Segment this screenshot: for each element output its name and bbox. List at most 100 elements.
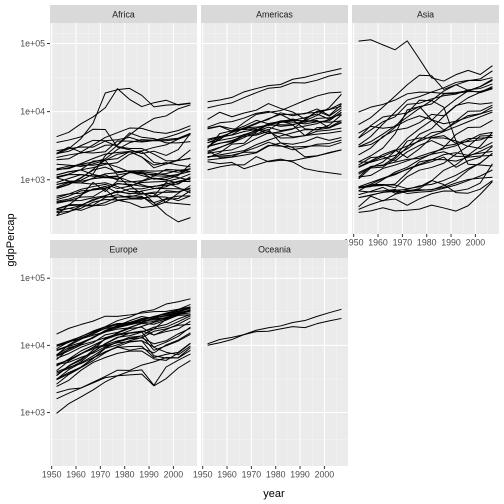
x-tick-label: 1960 xyxy=(66,470,86,480)
series-line xyxy=(56,166,191,189)
series-lines xyxy=(207,68,342,175)
x-axis-title: year xyxy=(263,488,285,500)
series-line xyxy=(358,144,493,174)
y-tick-label: 1e+04 xyxy=(20,340,45,350)
x-tick-label: 2000 xyxy=(466,238,486,248)
series-line xyxy=(207,121,342,158)
series-line xyxy=(358,136,493,166)
facet-strip xyxy=(201,240,348,258)
x-tick-label: 1980 xyxy=(115,470,135,480)
x-tick-label: 1980 xyxy=(266,470,286,480)
series-line xyxy=(56,309,191,359)
series-line xyxy=(358,104,493,163)
facet-strip-label: Africa xyxy=(112,10,135,20)
series-line xyxy=(358,141,493,189)
series-line xyxy=(56,88,191,138)
series-line xyxy=(56,174,191,191)
x-tick-label: 1950 xyxy=(193,470,213,480)
series-line xyxy=(207,141,342,158)
x-tick-label: 1980 xyxy=(417,238,437,248)
facet-strip xyxy=(50,240,197,258)
series-line xyxy=(56,298,191,346)
series-line xyxy=(56,314,191,374)
series-line xyxy=(358,163,493,210)
series-line xyxy=(358,111,493,168)
x-tick-label: 2000 xyxy=(315,470,335,480)
series-line xyxy=(56,170,191,183)
series-line xyxy=(56,314,191,367)
gridlines xyxy=(201,258,348,466)
series-lines xyxy=(358,39,493,213)
facet-europe: Europe 1e+03 1e+04 1e+05 1950 1960 1970 1980 199… xyxy=(20,240,197,480)
x-tick-label: 1990 xyxy=(139,470,159,480)
facet-strip xyxy=(352,5,499,23)
series-line xyxy=(358,152,493,196)
x-tick-label: 1950 xyxy=(344,238,364,248)
series-line xyxy=(358,86,493,180)
x-tick-label: 1990 xyxy=(290,470,310,480)
series-line xyxy=(207,93,342,148)
series-line xyxy=(207,68,342,103)
series-line xyxy=(56,353,191,414)
series-line xyxy=(207,158,342,175)
y-tick-label: 1e+05 xyxy=(20,39,45,49)
series-line xyxy=(358,102,493,156)
series-line xyxy=(358,79,493,175)
series-line xyxy=(358,169,493,194)
y-tick-label: 1e+04 xyxy=(20,107,45,117)
facet-strip-label: Oceania xyxy=(258,245,291,255)
series-line xyxy=(207,127,342,148)
series-line xyxy=(56,134,191,161)
series-line xyxy=(56,317,191,371)
series-line xyxy=(56,306,191,335)
series-line xyxy=(358,83,493,139)
x-tick-label: 2000 xyxy=(164,470,184,480)
series-line xyxy=(56,125,191,154)
x-tick-label: 1960 xyxy=(368,238,388,248)
series-line xyxy=(56,309,191,351)
x-tick-label: 1960 xyxy=(217,470,237,480)
series-line xyxy=(207,136,342,161)
series-line xyxy=(56,331,191,376)
series-line xyxy=(358,154,493,188)
y-axis: 1e+03 1e+04 1e+05 xyxy=(20,39,50,185)
facet-asia: Asia 1950 1960 1970 1980 1990 2000 xyxy=(344,5,499,248)
series-line xyxy=(56,168,191,185)
x-tick-label: 1990 xyxy=(441,238,461,248)
facet-strip xyxy=(50,5,197,23)
y-axis-title: gdpPercap xyxy=(5,213,17,266)
series-line xyxy=(358,145,493,188)
series-line xyxy=(358,150,493,192)
series-line xyxy=(56,87,191,155)
series-line xyxy=(56,315,191,377)
x-axis: 1950 1960 1970 1980 1990 2000 xyxy=(344,234,485,248)
facet-strip xyxy=(201,5,348,23)
series-lines xyxy=(207,308,342,346)
series-line xyxy=(56,132,191,155)
series-line xyxy=(56,180,191,201)
x-axis: 1950 1960 1970 1980 1990 2000 xyxy=(193,466,334,480)
series-line xyxy=(56,195,191,217)
y-tick-label: 1e+05 xyxy=(20,273,45,283)
series-line xyxy=(56,132,191,167)
x-tick-label: 1970 xyxy=(91,470,111,480)
facets-layer: Africa 1e+03 1e+04 1e+05 Americas Asia 1950 196… xyxy=(20,5,499,480)
series-line xyxy=(56,306,191,350)
series-line xyxy=(207,317,342,345)
series-line xyxy=(56,162,191,184)
series-line xyxy=(56,178,191,204)
panel-background xyxy=(352,23,499,234)
series-line xyxy=(207,130,342,155)
series-line xyxy=(207,111,342,154)
y-tick-label: 1e+03 xyxy=(20,408,45,418)
y-tick-label: 1e+03 xyxy=(20,175,45,185)
series-line xyxy=(358,87,493,163)
facet-oceania: Oceania 1950 1960 1970 1980 1990 2000 xyxy=(193,240,348,480)
series-line xyxy=(56,104,191,186)
facet-strip-label: Europe xyxy=(109,245,137,255)
series-line xyxy=(358,39,493,82)
series-line xyxy=(358,99,493,148)
x-tick-label: 1950 xyxy=(42,470,62,480)
series-line xyxy=(207,109,342,131)
facet-strip-label: Americas xyxy=(256,10,293,20)
